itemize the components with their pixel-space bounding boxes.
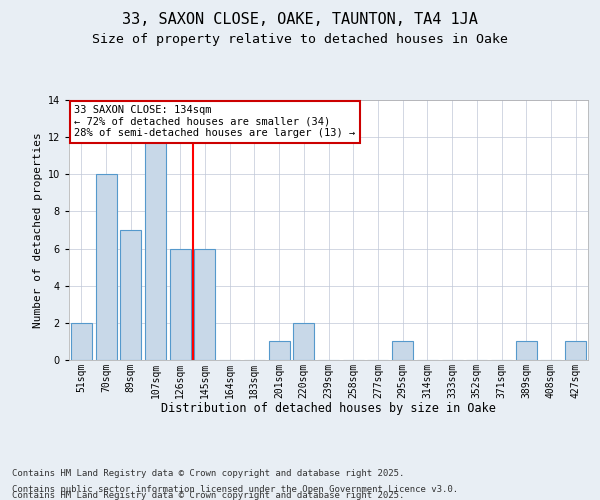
Bar xyxy=(120,230,141,360)
Bar xyxy=(194,248,215,360)
Bar xyxy=(392,342,413,360)
Text: 33, SAXON CLOSE, OAKE, TAUNTON, TA4 1JA: 33, SAXON CLOSE, OAKE, TAUNTON, TA4 1JA xyxy=(122,12,478,28)
Bar xyxy=(516,342,537,360)
Bar xyxy=(170,248,191,360)
Text: Size of property relative to detached houses in Oake: Size of property relative to detached ho… xyxy=(92,32,508,46)
Y-axis label: Number of detached properties: Number of detached properties xyxy=(34,132,43,328)
Bar xyxy=(71,323,92,360)
Text: Contains public sector information licensed under the Open Government Licence v3: Contains public sector information licen… xyxy=(12,484,458,494)
Bar xyxy=(269,342,290,360)
Bar xyxy=(145,137,166,360)
Text: Contains HM Land Registry data © Crown copyright and database right 2025.: Contains HM Land Registry data © Crown c… xyxy=(12,490,404,500)
X-axis label: Distribution of detached houses by size in Oake: Distribution of detached houses by size … xyxy=(161,402,496,415)
Bar xyxy=(293,323,314,360)
Bar xyxy=(565,342,586,360)
Text: 33 SAXON CLOSE: 134sqm
← 72% of detached houses are smaller (34)
28% of semi-det: 33 SAXON CLOSE: 134sqm ← 72% of detached… xyxy=(74,105,355,138)
Text: Contains HM Land Registry data © Crown copyright and database right 2025.: Contains HM Land Registry data © Crown c… xyxy=(12,468,404,477)
Bar xyxy=(95,174,116,360)
